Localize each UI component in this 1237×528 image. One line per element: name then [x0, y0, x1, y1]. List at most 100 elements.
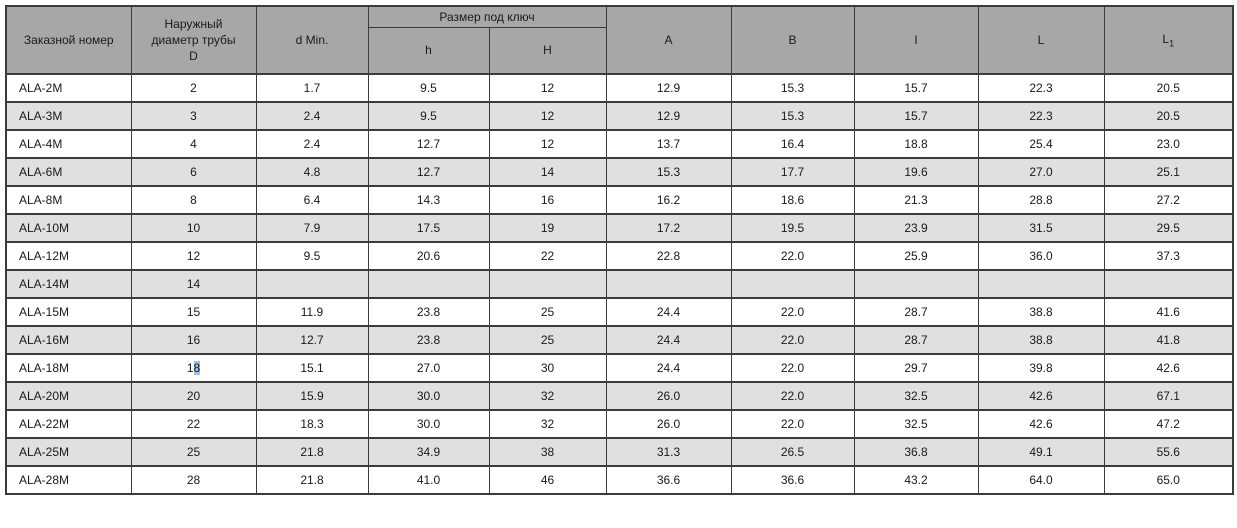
value-cell: [977, 269, 1105, 299]
col-header-l1: L1: [1103, 5, 1234, 75]
value-cell: 36.6: [605, 465, 732, 495]
value-cell: 22: [488, 241, 607, 271]
value-cell: 12.9: [605, 73, 732, 103]
value-cell: 47.2: [1103, 409, 1234, 439]
value-cell: 12: [488, 73, 607, 103]
value-cell: 34.9: [367, 437, 490, 467]
value-cell: 23.8: [367, 325, 490, 355]
value-cell: [255, 269, 369, 299]
value-cell: 24.4: [605, 297, 732, 327]
order-number-cell: ALA-8M: [5, 185, 132, 215]
value-cell: 64.0: [977, 465, 1105, 495]
value-cell: 22.8: [605, 241, 732, 271]
value-cell: 42.6: [977, 381, 1105, 411]
table-row: ALA-2M 2 1.7 9.5 12 12.9 15.3 15.7 22.3 20.5: [5, 73, 1234, 103]
value-cell: 32.5: [853, 409, 979, 439]
value-cell: 16: [488, 185, 607, 215]
value-cell: 1.7: [255, 73, 369, 103]
value-cell: 36.8: [853, 437, 979, 467]
table-row: ALA-3M 3 2.4 9.5 12 12.9 15.3 15.7 22.3 20.5: [5, 101, 1234, 131]
value-cell: [1103, 269, 1234, 299]
table-row: ALA-6M 6 4.8 12.7 14 15.3 17.7 19.6 27.0 25.1: [5, 157, 1234, 187]
order-number-cell: ALA-15M: [5, 297, 132, 327]
value-cell: 41.8: [1103, 325, 1234, 355]
value-cell: 26.0: [605, 409, 732, 439]
value-cell: 41.0: [367, 465, 490, 495]
value-cell: 22.3: [977, 101, 1105, 131]
value-cell: 15: [130, 297, 257, 327]
value-cell: 41.6: [1103, 297, 1234, 327]
value-cell: 17.2: [605, 213, 732, 243]
value-cell: 21.3: [853, 185, 979, 215]
col-header-l1-base: L: [1162, 31, 1170, 46]
value-cell: 25: [488, 297, 607, 327]
value-cell: 22.0: [730, 297, 855, 327]
table-row: ALA-14M 14: [5, 269, 1234, 299]
value-cell: 20.5: [1103, 73, 1234, 103]
value-cell: 22.3: [977, 73, 1105, 103]
value-cell: 37.3: [1103, 241, 1234, 271]
col-header-h-big: H: [488, 26, 607, 75]
value-cell: 27.0: [367, 353, 490, 383]
value-cell: 15.3: [605, 157, 732, 187]
value-cell: 31.3: [605, 437, 732, 467]
value-cell: 13.7: [605, 129, 732, 159]
col-header-outer-diameter: Наружный диаметр трубы D: [130, 5, 257, 75]
col-header-h-small: h: [367, 26, 490, 75]
table-row: ALA-28M 28 21.8 41.0 46 36.6 36.6 43.2 64.0 65.0: [5, 465, 1234, 495]
value-cell: 23.8: [367, 297, 490, 327]
value-cell: 67.1: [1103, 381, 1234, 411]
value-cell: 12: [488, 129, 607, 159]
value-cell: 16.4: [730, 129, 855, 159]
table-row: ALA-4M 4 2.4 12.7 12 13.7 16.4 18.8 25.4 23.0: [5, 129, 1234, 159]
value-cell: 17.7: [730, 157, 855, 187]
value-cell: 12.9: [605, 101, 732, 131]
order-number-cell: ALA-25M: [5, 437, 132, 467]
value-cell: 19.5: [730, 213, 855, 243]
value-cell: 30.0: [367, 409, 490, 439]
value-cell: 26.5: [730, 437, 855, 467]
table-row: ALA-15M 15 11.9 23.8 25 24.4 22.0 28.7 38.8 41.6: [5, 297, 1234, 327]
value-cell: 29.5: [1103, 213, 1234, 243]
value-cell: 20.5: [1103, 101, 1234, 131]
value-cell: 11.9: [255, 297, 369, 327]
value-cell: 22.0: [730, 409, 855, 439]
value-cell: 9.5: [367, 73, 490, 103]
table-row: ALA-25M 25 21.8 34.9 38 31.3 26.5 36.8 49.1 55.6: [5, 437, 1234, 467]
value-cell: 21.8: [255, 437, 369, 467]
value-cell: 18.6: [730, 185, 855, 215]
value-cell: 16: [130, 325, 257, 355]
value-cell: 18: [130, 353, 257, 383]
value-cell: 19.6: [853, 157, 979, 187]
value-cell: 18.8: [853, 129, 979, 159]
value-cell: 8: [130, 185, 257, 215]
table-row: ALA-16M 16 12.7 23.8 25 24.4 22.0 28.7 38.8 41.8: [5, 325, 1234, 355]
value-cell: 25.9: [853, 241, 979, 271]
col-header-l-small: l: [853, 5, 979, 75]
value-cell: 22.0: [730, 353, 855, 383]
order-number-cell: ALA-16M: [5, 325, 132, 355]
value-cell: 39.8: [977, 353, 1105, 383]
value-cell: 2.4: [255, 129, 369, 159]
value-cell: 26.0: [605, 381, 732, 411]
value-cell: 12.7: [367, 157, 490, 187]
value-cell: 27.2: [1103, 185, 1234, 215]
col-header-a: A: [605, 5, 732, 75]
value-cell: 21.8: [255, 465, 369, 495]
value-cell: 22.0: [730, 381, 855, 411]
table-row: ALA-20M 20 15.9 30.0 32 26.0 22.0 32.5 42.6 67.1: [5, 381, 1234, 411]
value-cell: 12: [488, 101, 607, 131]
order-number-cell: ALA-10M: [5, 213, 132, 243]
col-header-l-big: L: [977, 5, 1105, 75]
value-cell: 36.6: [730, 465, 855, 495]
value-cell: [488, 269, 607, 299]
order-number-cell: ALA-20M: [5, 381, 132, 411]
table-row: ALA-12M 12 9.5 20.6 22 22.8 22.0 25.9 36.0 37.3: [5, 241, 1234, 271]
value-cell: 20: [130, 381, 257, 411]
value-cell: 3: [130, 101, 257, 131]
table-header: Заказной номер Наружный диаметр трубы D …: [5, 5, 1234, 75]
value-cell: 17.5: [367, 213, 490, 243]
value-cell: 23.9: [853, 213, 979, 243]
value-cell: 49.1: [977, 437, 1105, 467]
col-header-d-min: d Min.: [255, 5, 369, 75]
